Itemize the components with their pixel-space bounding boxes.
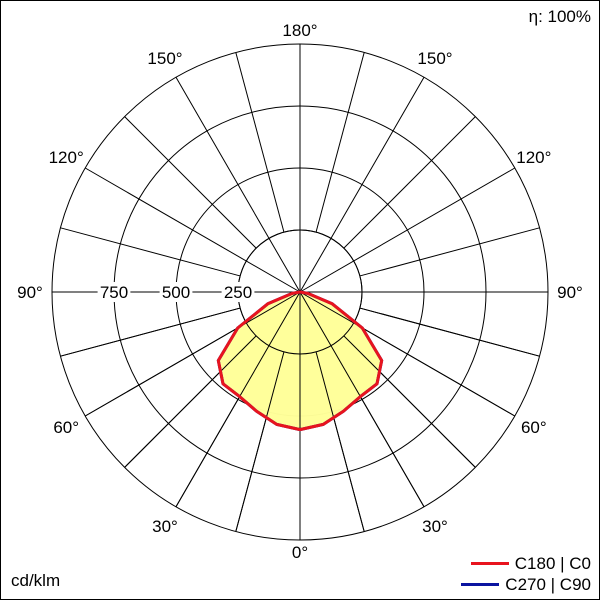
spoke-line [343,116,476,249]
angle-label: 60° [53,418,79,437]
spoke-line [299,291,516,417]
unit-label: cd/klm [11,571,61,590]
angle-label: 60° [521,418,547,437]
angle-label: 30° [422,517,448,536]
ring-label: 250 [224,283,252,302]
ring-label-bg [221,282,255,302]
legend-entry-c180-c0: C180 | C0 [461,553,591,574]
legend-label: C180 | C0 [514,553,591,573]
ring-label: 750 [100,283,128,302]
angle-label-bg [553,282,587,302]
ring-labels: 250 500 750 [97,282,255,302]
spoke-line [315,52,365,233]
spoke-line [315,351,365,532]
angle-label: 0° [292,543,308,562]
angle-label-bg [13,282,47,302]
spoke-line [175,291,301,508]
spoke-line [60,227,241,277]
efficiency-label: η: 100% [528,7,591,26]
legend-entry-c270-c90: C270 | C90 [461,574,591,595]
legend: C180 | C0 C270 | C90 [461,553,591,595]
spoke-line [235,52,285,233]
spoke-line [359,227,540,277]
ring-label: 500 [162,283,190,302]
angle-label: 120° [49,148,84,167]
angle-label: 30° [152,517,178,536]
angle-label: 150° [417,49,452,68]
spoke-line [124,335,257,468]
spoke-line [124,116,257,249]
spoke-line [235,351,285,532]
series-curve [216,290,384,432]
ring-label-bg [97,282,131,302]
spoke-line [343,335,476,468]
angle-label: 90° [17,283,43,302]
angle-label: 120° [516,148,551,167]
angle-labels: 180° 150° 150° 120° 120° 90° 90° 60° 60° 30° 30° 0° [13,21,587,562]
spoke-line [84,291,301,417]
legend-label: C270 | C90 [505,574,591,594]
angle-label: 150° [147,49,182,68]
angle-label: 90° [557,283,583,302]
distribution-curves [52,229,548,540]
angle-label: 180° [282,21,317,40]
spoke-line [359,307,540,357]
spoke-line [60,307,241,357]
legend-line-blue [461,583,500,586]
ring-label-bg [159,282,193,302]
legend-line-red [470,562,509,565]
spoke-line [299,291,425,508]
